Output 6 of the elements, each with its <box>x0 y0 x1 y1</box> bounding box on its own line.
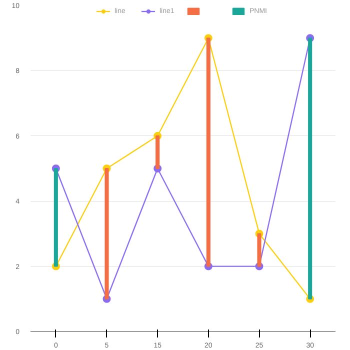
bar <box>206 38 210 267</box>
bar <box>54 168 58 267</box>
bar <box>156 135 160 169</box>
bar <box>104 168 109 300</box>
bar <box>308 38 312 300</box>
bar <box>257 233 262 267</box>
